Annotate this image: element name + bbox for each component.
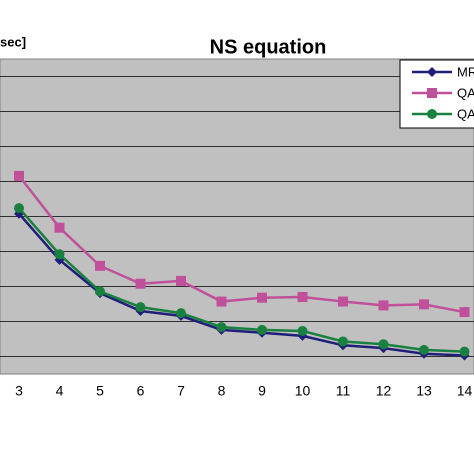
x-tick-label: 4 [56, 383, 64, 399]
legend: MR QA QA [399, 59, 474, 129]
point [14, 203, 24, 214]
point [297, 325, 308, 336]
chart-title: NS equation [210, 36, 327, 58]
legend-marker [427, 109, 437, 119]
point [14, 170, 24, 181]
x-tick-label: 11 [336, 383, 351, 399]
point [338, 296, 348, 307]
point [95, 286, 105, 297]
point [216, 296, 227, 307]
x-tick-label: 10 [295, 383, 311, 399]
point [297, 292, 308, 302]
x-tick-label: 5 [96, 383, 104, 399]
y-axis-label: sec] [0, 34, 26, 49]
point [419, 344, 429, 355]
x-tick-label: 8 [218, 383, 226, 399]
x-tick-label: 14 [457, 383, 473, 399]
point [459, 307, 470, 318]
point [135, 278, 146, 289]
point [176, 275, 186, 286]
legend-label: QA [457, 85, 474, 100]
point [135, 302, 146, 313]
x-tick-label: 7 [177, 383, 185, 399]
x-tick-label: 9 [258, 383, 266, 399]
legend-marker [427, 67, 437, 77]
point [257, 324, 267, 335]
point [338, 336, 348, 347]
legend-label: MR [457, 64, 474, 79]
series-line [18, 207, 465, 353]
point [257, 292, 267, 303]
series-line [18, 175, 465, 314]
legend-label: QA [457, 106, 474, 121]
point [378, 300, 389, 311]
x-tick-label: 12 [376, 383, 392, 399]
point [216, 322, 227, 333]
x-tick-label: 3 [15, 383, 23, 399]
point [54, 222, 65, 233]
point [54, 249, 65, 260]
series-line [18, 212, 465, 357]
point [95, 260, 105, 271]
point [176, 308, 186, 319]
point [378, 339, 389, 350]
x-tick-label: 13 [416, 383, 432, 399]
point [459, 346, 470, 357]
point [419, 299, 429, 310]
x-tick-label: 6 [137, 383, 145, 399]
legend-marker [427, 88, 437, 98]
